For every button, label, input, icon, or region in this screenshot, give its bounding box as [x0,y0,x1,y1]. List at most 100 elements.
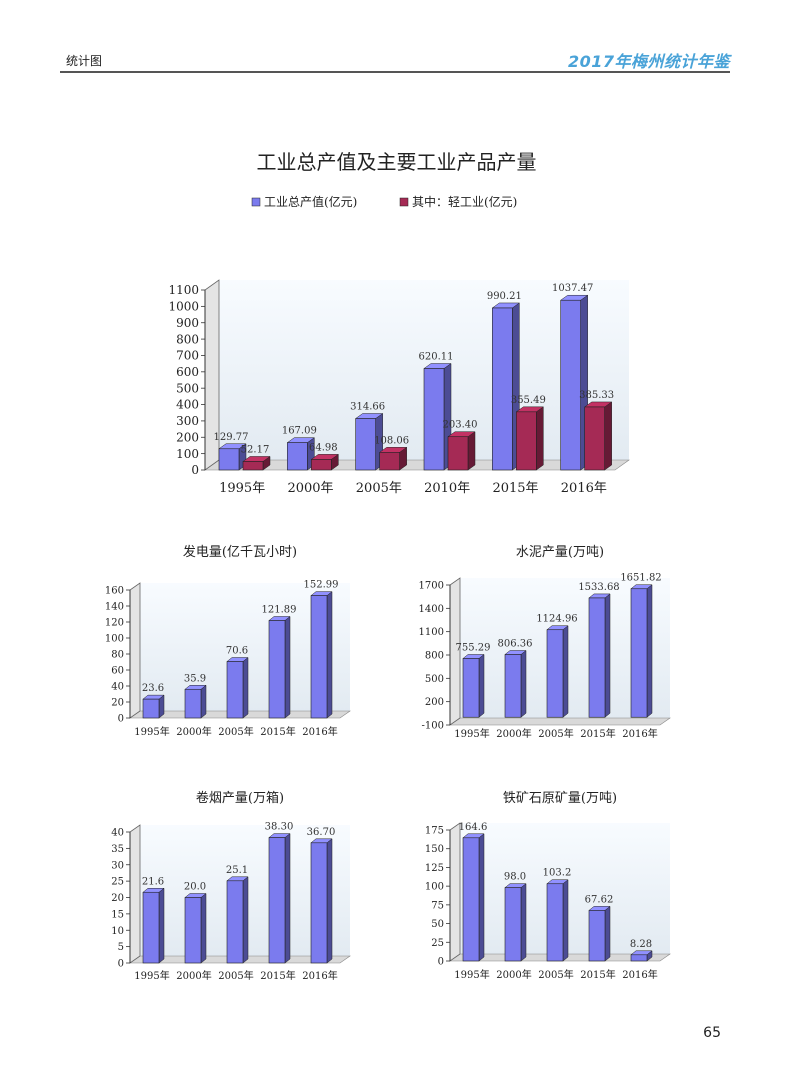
chart-floor [449,717,671,726]
x-tick-label: 2015年 [260,725,295,738]
data-label: 25.1 [226,865,248,876]
bar [588,597,606,718]
x-tick-label: 2015年 [580,968,615,981]
y-tick-label: 100 [176,447,199,461]
y-tick-label: 0 [191,463,199,477]
x-tick-label: 1995年 [454,968,489,981]
bar [355,418,376,471]
bar-side [562,879,569,962]
y-tick-label: 5 [118,942,124,953]
y-tick-label: 800 [425,651,444,662]
x-tick-label: 2016年 [561,481,607,496]
data-label: 755.29 [456,642,491,653]
chart-side-wall [129,582,141,719]
y-tick-label: 20 [111,893,124,904]
bar-side [520,883,527,962]
y-tick-label: 35 [111,844,124,855]
bar-side [520,649,527,718]
data-label: 67.62 [585,894,614,905]
data-label: 152.99 [304,580,339,591]
data-label: 64.98 [309,442,338,453]
y-tick-label: 175 [425,826,444,837]
y-tick-label: 80 [111,650,124,661]
yearbook-title: 2017年梅州统计年鉴 [567,52,730,71]
data-label: 355.49 [511,395,546,406]
x-tick-label: 2016年 [622,968,657,981]
bar-side [646,584,653,718]
y-tick-label: 160 [105,586,124,597]
data-label: 385.33 [579,390,614,401]
x-tick-label: 2016年 [302,969,337,982]
y-tick-label: 150 [425,844,444,855]
data-label: 167.09 [282,426,317,437]
bar-side [562,625,569,718]
bar-side [536,406,544,471]
bar [462,658,480,718]
y-tick-label: 0 [118,714,124,725]
cement-chart-title: 水泥产量(万吨) [515,545,605,560]
bar [226,661,244,719]
bar-side [284,833,291,964]
x-tick-label: 2015年 [260,969,295,982]
legend-swatch [251,197,261,207]
data-label: 1533.68 [578,582,619,593]
data-label: 98.0 [504,872,526,883]
data-label: 52.17 [241,444,270,455]
bar [588,910,606,962]
x-tick-label: 1995年 [134,725,169,738]
bar-side [478,833,485,962]
industry-chart: 0 100 200 300 400 500 600 700 800 900 1000 1100 129.… [168,194,630,496]
y-tick-label: 125 [425,863,444,874]
bar-side [604,905,611,962]
data-label: 21.6 [142,876,164,887]
bar [423,368,445,471]
cigarette-chart-title: 卷烟产量(万箱) [195,791,285,806]
bar [560,299,581,471]
data-label: 164.6 [459,822,488,833]
y-tick-label: 400 [176,398,199,412]
data-label: 806.36 [498,639,533,650]
bar [630,954,648,962]
cigarette-chart: 0 5 10 15 20 25 30 35 40 21.6 1995年 20.0 2000年 25.1 20… [111,822,351,982]
power-chart-title: 发电量(亿千瓦小时) [182,545,298,560]
bar [546,629,564,718]
x-tick-label: 2005年 [218,725,253,738]
x-tick-label: 2000年 [176,725,211,738]
y-tick-label: 200 [425,697,444,708]
data-label: 203.40 [443,420,478,431]
bar [310,842,328,964]
data-label: 314.66 [350,402,385,413]
bar-side [467,431,476,471]
bar [492,307,513,471]
bar [546,883,564,962]
y-tick-label: 1100 [419,627,444,638]
x-tick-label: 2000年 [496,968,531,981]
header-rule [60,71,730,73]
y-tick-label: 120 [105,618,124,629]
data-label: 121.89 [262,604,297,615]
x-tick-label: 2000年 [176,969,211,982]
y-tick-label: 500 [176,381,199,395]
data-label: 8.28 [630,939,652,950]
data-label: 108.06 [374,435,409,446]
bar [516,411,537,471]
y-tick-label: 100 [425,882,444,893]
y-tick-label: 800 [176,332,199,346]
bar-side [200,892,207,964]
chart-side-wall [129,824,141,964]
x-tick-label: 2016年 [302,725,337,738]
bar-side [604,401,612,471]
data-label: 20.0 [184,882,206,893]
y-tick-label: 40 [111,682,124,693]
data-label: 1037.47 [552,283,593,294]
y-tick-label: 900 [176,316,199,330]
bar-side [242,876,249,964]
bar [142,891,160,964]
bar [268,837,286,964]
data-label: 38.30 [265,822,294,833]
ironore-chart-title: 铁矿石原矿量(万吨) [502,791,618,806]
bar [268,620,286,719]
data-label: 103.2 [543,868,572,879]
bar [242,461,264,471]
bar [447,436,469,471]
